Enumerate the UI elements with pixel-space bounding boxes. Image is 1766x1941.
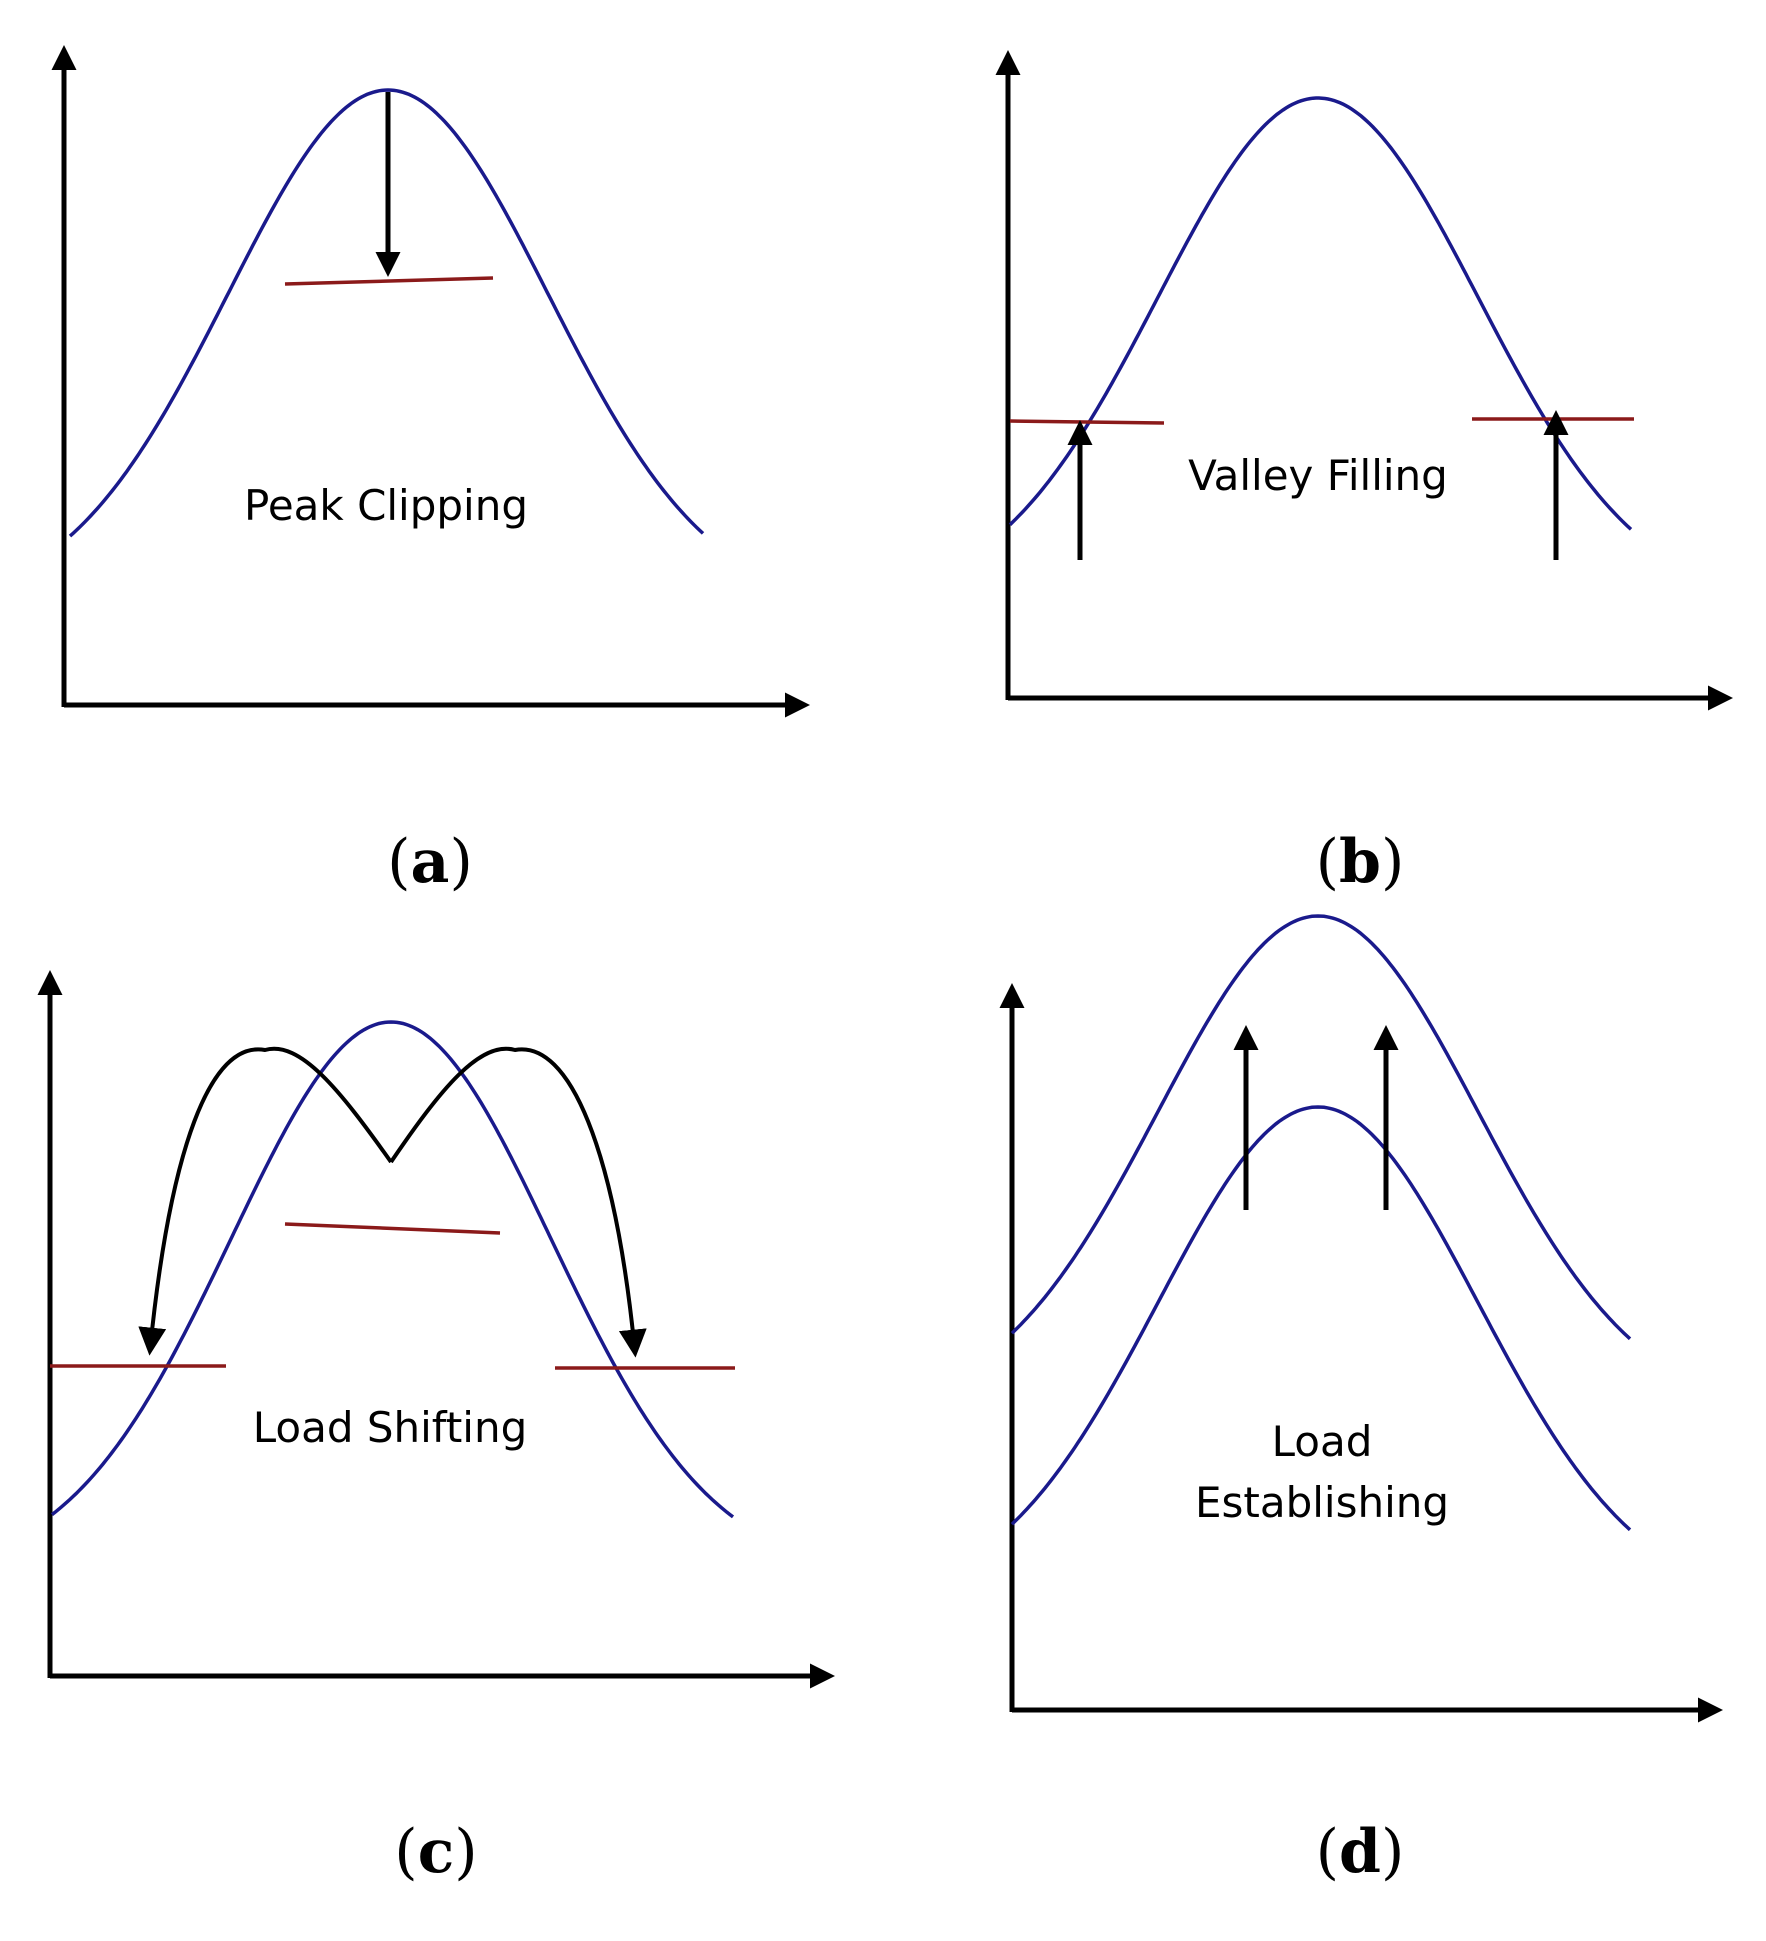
load-curve (50, 1020, 735, 1519)
right-shift-arrow (389, 1046, 647, 1358)
original-load-curve (1010, 1105, 1632, 1532)
load-curve (68, 88, 705, 538)
panel-d-caption: (d) (1315, 1817, 1405, 1887)
load-curve (1008, 96, 1633, 531)
panel-a-letter: a (410, 827, 450, 897)
load-establishing-label-line2: Establishing (1195, 1478, 1449, 1527)
valley-filling-label: Valley Filling (1188, 451, 1448, 500)
panel-c-caption: (c) (394, 1817, 478, 1887)
panel-d-letter: d (1339, 1817, 1381, 1887)
left-valley-level-line (1009, 419, 1165, 425)
panel-b-letter: b (1339, 827, 1381, 897)
raised-load-curve (1010, 914, 1632, 1341)
panel-d: Load Establishing (999, 914, 1723, 1723)
load-shifting-label: Load Shifting (253, 1403, 528, 1452)
panel-b: Valley Filling (995, 50, 1733, 711)
load-establishing-label-line1: Load (1272, 1417, 1373, 1466)
panel-a-caption: (a) (387, 827, 473, 897)
panel-a: Peak Clipping (51, 45, 810, 718)
clipped-peak-level-line (284, 1222, 501, 1235)
panel-c-letter: c (417, 1817, 455, 1887)
panel-b-caption: (b) (1315, 827, 1405, 897)
peak-clipping-label: Peak Clipping (244, 481, 528, 530)
left-shift-arrow (138, 1046, 393, 1356)
clipped-level-line (284, 276, 494, 286)
panel-c: Load Shifting (37, 970, 835, 1689)
